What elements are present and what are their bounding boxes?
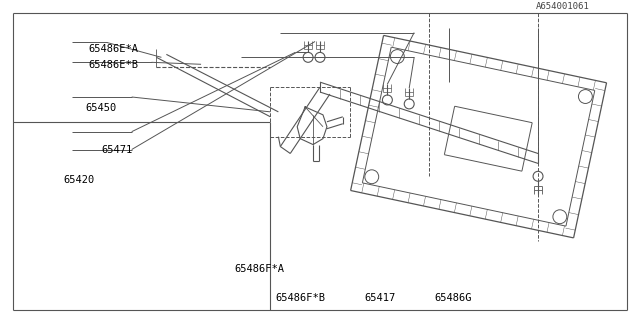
Text: 65486E*B: 65486E*B [88,60,138,70]
Text: 65471: 65471 [101,145,132,155]
Text: 65417: 65417 [364,293,396,303]
Text: 65420: 65420 [63,175,94,186]
Text: 65486G: 65486G [434,293,472,303]
Text: A654001061: A654001061 [536,2,589,11]
Text: 65486F*A: 65486F*A [234,264,284,274]
Text: 65486F*B: 65486F*B [276,293,326,303]
Text: 65486E*A: 65486E*A [88,44,138,54]
Text: 65450: 65450 [85,102,116,113]
